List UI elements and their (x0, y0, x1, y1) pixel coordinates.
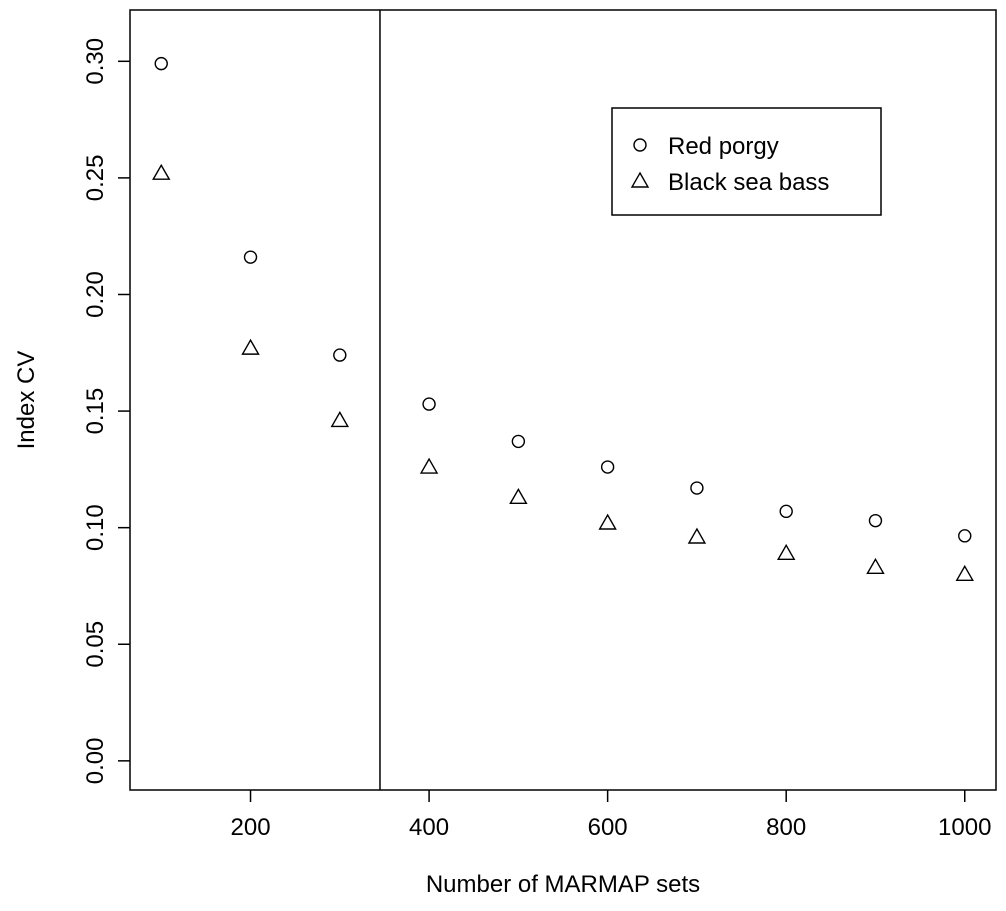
point-black-sea-bass (241, 338, 260, 355)
point-black-sea-bass (776, 543, 796, 561)
point-red-porgy (422, 397, 436, 411)
x-tick-label: 400 (409, 814, 449, 841)
legend: Red porgy Black sea bass (611, 107, 882, 216)
point-red-porgy (779, 504, 793, 519)
point-black-sea-bass (330, 410, 350, 428)
point-black-sea-bass (866, 557, 885, 575)
y-tick-label: 0.00 (82, 737, 109, 784)
y-axis: 0.00 0.05 0.10 0.15 0.20 0.25 0.30 (82, 38, 130, 784)
legend-label-black-sea-bass: Black sea bass (668, 169, 829, 196)
point-black-sea-bass (687, 527, 707, 544)
y-tick-label: 0.30 (82, 38, 109, 85)
point-red-porgy (333, 348, 347, 362)
plot-frame (129, 9, 997, 791)
point-red-porgy (243, 250, 258, 264)
legend-marker-circle (633, 138, 647, 152)
y-tick-label: 0.20 (82, 271, 109, 318)
x-axis-label: Number of MARMAP sets (426, 871, 700, 898)
point-black-sea-bass (509, 487, 528, 505)
point-black-sea-bass (598, 513, 617, 530)
point-black-sea-bass (955, 564, 974, 582)
x-tick-label: 1000 (938, 814, 991, 841)
legend-label-red-porgy: Red porgy (668, 133, 779, 160)
y-tick-label: 0.05 (82, 621, 109, 668)
point-red-porgy (511, 434, 526, 449)
x-tick-label: 200 (231, 814, 271, 841)
point-red-porgy (958, 529, 972, 543)
x-tick-label: 800 (766, 814, 806, 841)
point-black-sea-bass (419, 457, 439, 474)
point-red-porgy (690, 481, 704, 495)
y-axis-label: Index CV (13, 351, 40, 450)
y-tick-label: 0.10 (82, 504, 109, 551)
x-tick-label: 600 (588, 814, 628, 841)
point-red-porgy (154, 56, 168, 71)
legend-box (611, 107, 882, 216)
point-red-porgy (868, 513, 883, 528)
legend-marker-triangle (630, 171, 650, 188)
y-tick-label: 0.15 (82, 388, 109, 435)
point-black-sea-bass (152, 163, 171, 180)
data-points (152, 56, 974, 582)
x-axis: 200 400 600 800 1000 (231, 790, 991, 841)
point-red-porgy (600, 460, 615, 474)
y-tick-label: 0.25 (82, 155, 109, 202)
